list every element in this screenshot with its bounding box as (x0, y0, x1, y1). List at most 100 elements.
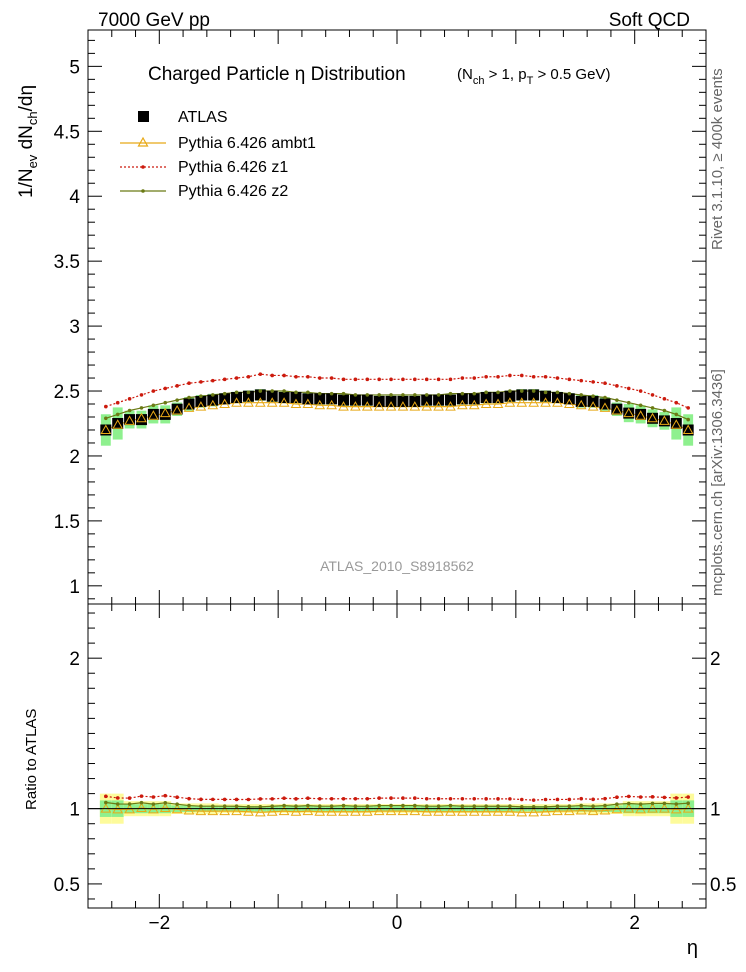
z2-point (222, 391, 227, 396)
z1-ratio-point (329, 797, 334, 801)
z1-ratio-point (151, 795, 156, 799)
atlas-data-point (635, 408, 647, 420)
z1-point (258, 372, 263, 376)
z1-point (436, 377, 441, 382)
z1-point (329, 376, 334, 380)
z1-ratio-point (555, 797, 560, 802)
atlas-data-point (480, 392, 492, 404)
x-tick-label: −2 (148, 913, 170, 934)
header-left-label: 7000 GeV pp (98, 10, 210, 31)
z2-point (389, 393, 393, 397)
plot-title: Charged Particle η Distribution (148, 64, 406, 85)
z2-point (246, 390, 251, 395)
z2-ratio-point (508, 804, 512, 809)
ratio-y-tick-label-right: 1 (710, 800, 721, 821)
z2-ratio-point (496, 804, 500, 809)
ambt1-point (278, 397, 290, 407)
z2-ratio-point (210, 804, 215, 808)
z1-ratio-point (662, 795, 667, 800)
z2-ratio-point (353, 804, 358, 808)
z2-ratio-point (365, 804, 370, 808)
z2-ratio-point (460, 804, 465, 809)
ambt1-point (219, 398, 231, 409)
z1-ratio-point (127, 796, 132, 800)
z1-ratio-point (519, 797, 524, 802)
atlas-data-point (112, 417, 124, 429)
main-y-tick-label: 4.5 (54, 122, 80, 143)
plot-title-condition: (Nch > 1, pT > 0.5 GeV) (457, 66, 610, 87)
z1-ratio-point (306, 796, 310, 800)
ambt1-ratio-point (254, 806, 266, 817)
atlas-data-point (349, 394, 361, 406)
z2-point (436, 393, 441, 397)
z1-point (175, 384, 179, 388)
z2-ratio-point (222, 804, 227, 809)
ratio-y-tick-label: 0.5 (54, 875, 80, 896)
z1-point (104, 404, 108, 409)
z2-ratio-point (246, 805, 251, 809)
ambt1-point (409, 401, 421, 411)
z1-ratio-point (270, 797, 275, 801)
ambt1-ratio-point (587, 805, 599, 816)
ambt1-point (682, 424, 694, 434)
z1-ratio-point (579, 796, 584, 801)
main-y-tick-label: 1.5 (54, 512, 80, 533)
z1-point (389, 377, 393, 382)
ambt1-point (350, 401, 361, 411)
atlas-data-point (135, 414, 147, 426)
ratio-y-tick-label-right: 0.5 (710, 875, 736, 896)
z2-ratio-point (199, 804, 203, 808)
z1-point (199, 380, 203, 384)
ambt1-ratio-point (266, 806, 278, 816)
atlas-data-point (338, 394, 350, 406)
z1-ratio-point (413, 796, 417, 800)
ambt1-ratio-point (314, 806, 326, 816)
ambt1-ratio-point (540, 806, 551, 816)
z2-point (508, 389, 512, 393)
z1-ratio-point (484, 797, 488, 801)
z2-ratio-point (175, 802, 179, 807)
ambt1-ratio-point (326, 806, 337, 816)
z1-point (222, 377, 227, 382)
ambt1-ratio-point (338, 806, 349, 816)
atlas-data-point (623, 407, 635, 419)
series-line-z1 (105, 373, 689, 409)
z1-ratio-point (104, 794, 108, 799)
z2-point (626, 400, 631, 405)
legend-marker-atlas (138, 111, 149, 122)
ambt1-point (635, 410, 646, 420)
z2-ratio-point (567, 804, 572, 809)
z2-point (424, 393, 429, 397)
z1-point (306, 374, 310, 379)
ambt1-point (647, 412, 658, 423)
ambt1-point (326, 399, 337, 410)
z2-ratio-point (317, 804, 322, 809)
ambt1-ratio-point (207, 805, 219, 816)
ambt1-ratio-point (552, 805, 563, 816)
ambt1-ratio-point (278, 805, 290, 816)
z2-point (317, 391, 322, 396)
ambt1-point (207, 399, 219, 410)
z1-point (163, 386, 168, 391)
atlas-data-point (492, 392, 504, 404)
atlas-data-point (611, 403, 623, 415)
z1-point (519, 373, 524, 378)
z2-ratio-point (389, 803, 393, 808)
z1-point (686, 406, 690, 410)
legend-label-z1: Pythia 6.426 z1 (178, 159, 288, 176)
z2-ratio-point (413, 803, 417, 808)
z2-point (270, 389, 275, 393)
main-y-tick-label: 4 (69, 187, 80, 208)
z1-point (353, 377, 358, 382)
x-tick-label: 0 (392, 913, 403, 934)
z1-point (638, 389, 643, 393)
z1-ratio-point (317, 797, 322, 801)
z1-point (115, 400, 120, 405)
mcplots-label: mcplots.cern.ch [arXiv:1306.3436] (709, 369, 726, 596)
atlas-data-point (528, 389, 540, 401)
z2-point (139, 406, 144, 410)
ambt1-point (254, 397, 266, 407)
ambt1-ratio-point (516, 806, 528, 817)
z2-ratio-point (127, 802, 132, 806)
atlas-data-point (147, 408, 159, 420)
